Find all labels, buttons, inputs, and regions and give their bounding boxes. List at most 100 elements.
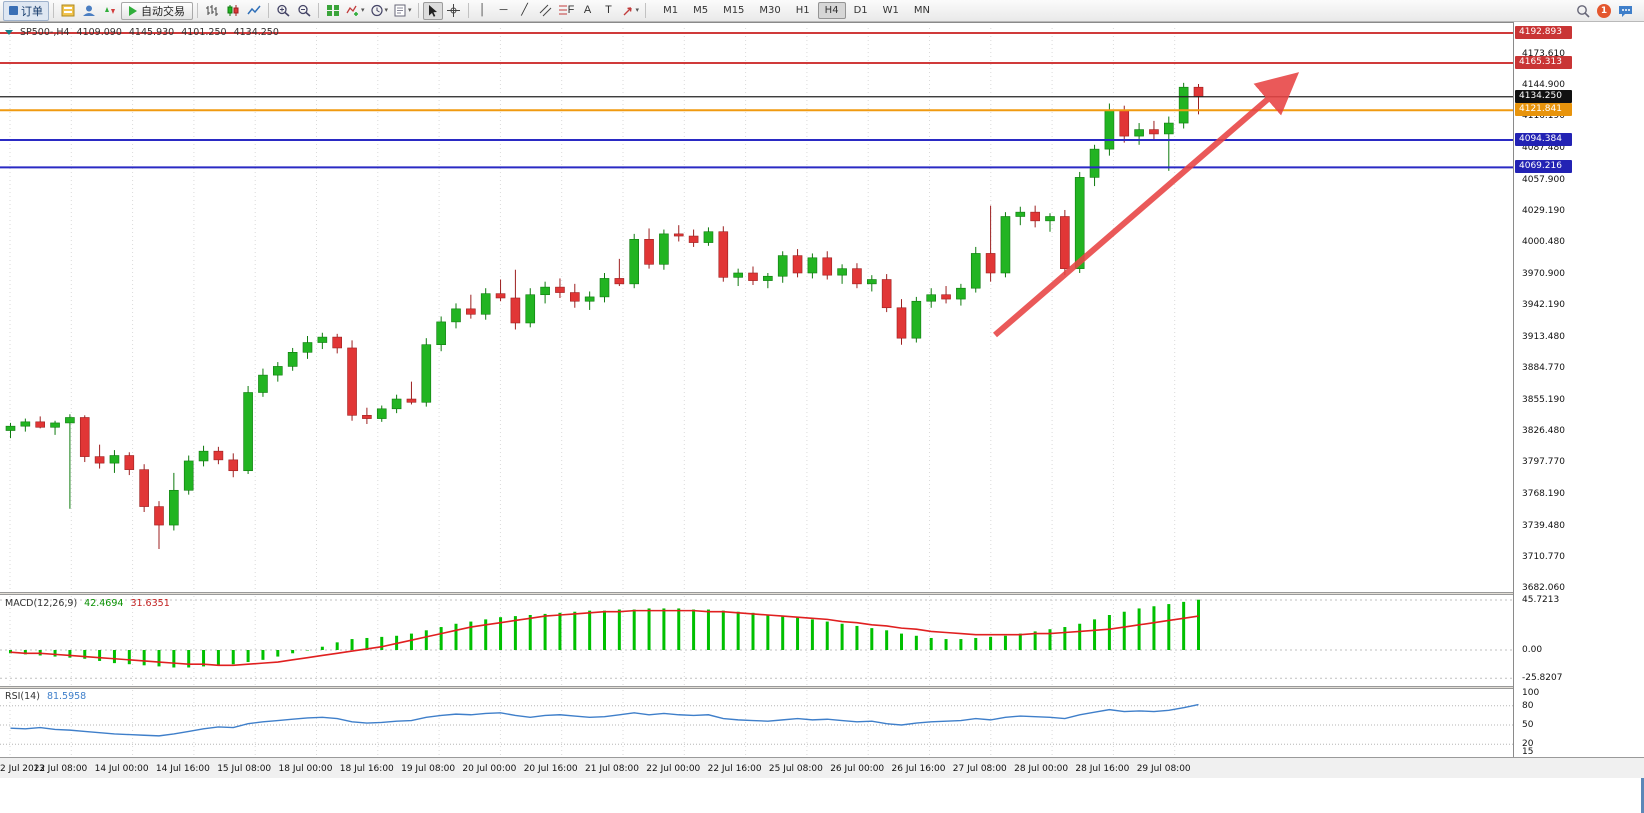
notification-badge[interactable]: 1 bbox=[1597, 3, 1611, 18]
time-label: 20 Jul 16:00 bbox=[523, 764, 578, 774]
label-tool-button[interactable]: T bbox=[599, 2, 619, 20]
text-tool-icon: A bbox=[583, 4, 592, 16]
pane-divider[interactable] bbox=[0, 592, 1644, 595]
axis-tick-label: 4144.900 bbox=[1522, 80, 1565, 91]
trendline-icon: ╱ bbox=[521, 4, 528, 16]
price-axis[interactable]: 4173.610 4144.900 4116.190 4087.480 4057.900… bbox=[1513, 22, 1644, 757]
axis-tick-label: 3913.480 bbox=[1522, 331, 1565, 342]
timeframe-m1[interactable]: M1 bbox=[656, 2, 685, 19]
axis-tick-label: 80 bbox=[1522, 700, 1534, 711]
time-label: 29 Jul 08:00 bbox=[1136, 764, 1191, 774]
price-badge: 4069.216 bbox=[1515, 160, 1572, 174]
tile-windows-button[interactable] bbox=[323, 2, 343, 20]
cursor-button[interactable] bbox=[422, 1, 443, 20]
time-label: 19 Jul 08:00 bbox=[401, 764, 456, 774]
orders-icon bbox=[9, 6, 18, 15]
macd-signal-value: 31.6351 bbox=[130, 598, 170, 609]
rsi-pane[interactable] bbox=[0, 689, 1513, 757]
toolbar-separator bbox=[318, 3, 319, 18]
arrows-tool-button[interactable]: ▾ bbox=[620, 2, 642, 20]
horizontal-line-button[interactable]: ─ bbox=[494, 2, 514, 20]
time-axis[interactable]: 2 Jul 2022 13 Jul 08:00 14 Jul 00:00 14 Jul… bbox=[0, 757, 1644, 778]
trendline-button[interactable]: ╱ bbox=[515, 2, 535, 20]
indicators-button[interactable]: ▾ bbox=[344, 2, 367, 20]
high-value: 4145.930 bbox=[128, 27, 175, 38]
candle-chart-button[interactable] bbox=[223, 2, 243, 20]
toolbar: 订单 自动交易 bbox=[0, 0, 1644, 22]
symbol-period: SP500-,H4 bbox=[20, 27, 70, 38]
ohlc-header: SP500-,H4 4109.090 4145.930 4101.250 413… bbox=[5, 27, 279, 38]
new-order-button[interactable] bbox=[58, 2, 78, 20]
crosshair-button[interactable] bbox=[444, 2, 464, 20]
timeframe-m30[interactable]: M30 bbox=[752, 2, 787, 19]
fibonacci-lines-icon bbox=[558, 5, 567, 15]
cursor-icon bbox=[428, 5, 437, 17]
fibonacci-button[interactable]: F bbox=[557, 2, 577, 20]
axis-tick-label: 4057.900 bbox=[1522, 174, 1565, 185]
dropdown-caret-icon: ▾ bbox=[361, 7, 365, 14]
time-label: 14 Jul 00:00 bbox=[94, 764, 149, 774]
chat-button[interactable] bbox=[1615, 2, 1635, 20]
axis-tick-label: 3884.770 bbox=[1522, 362, 1565, 373]
pane-divider[interactable] bbox=[0, 686, 1644, 689]
fibonacci-label: F bbox=[567, 4, 575, 16]
clock-icon bbox=[370, 4, 383, 17]
crosshair-icon bbox=[447, 4, 461, 17]
timeframe-m5[interactable]: M5 bbox=[686, 2, 715, 19]
axis-tick-label: -25.8207 bbox=[1522, 673, 1563, 684]
time-label: 18 Jul 16:00 bbox=[339, 764, 394, 774]
zoom-out-icon bbox=[298, 4, 311, 17]
toolbar-separator bbox=[268, 3, 269, 18]
macd-pane[interactable] bbox=[0, 595, 1513, 686]
market-watch-icon bbox=[105, 7, 115, 14]
timeframe-h4[interactable]: H4 bbox=[817, 2, 846, 19]
channel-button[interactable] bbox=[536, 2, 556, 20]
market-watch-button[interactable] bbox=[100, 2, 120, 20]
profiles-button[interactable] bbox=[79, 2, 99, 20]
time-label: 14 Jul 16:00 bbox=[155, 764, 210, 774]
zoom-out-button[interactable] bbox=[294, 2, 314, 20]
template-icon bbox=[394, 4, 406, 17]
price-badge: 4134.250 bbox=[1515, 89, 1572, 103]
time-label: 26 Jul 00:00 bbox=[830, 764, 885, 774]
channel-icon bbox=[539, 4, 552, 17]
timeframe-d1[interactable]: D1 bbox=[847, 2, 875, 19]
time-label: 28 Jul 00:00 bbox=[1014, 764, 1069, 774]
autotrade-label: 自动交易 bbox=[141, 5, 185, 18]
axis-tick-label: 3826.480 bbox=[1522, 426, 1565, 437]
chat-icon bbox=[1618, 5, 1632, 17]
timeframe-mn[interactable]: MN bbox=[907, 2, 937, 19]
bar-chart-button[interactable] bbox=[202, 2, 222, 20]
axis-tick-label: 3855.190 bbox=[1522, 394, 1565, 405]
search-button[interactable] bbox=[1573, 2, 1593, 20]
dropdown-caret-icon: ▾ bbox=[384, 7, 389, 14]
arrow-tool-icon bbox=[623, 7, 632, 16]
axis-tick-label: 4029.190 bbox=[1522, 205, 1565, 216]
time-label: 20 Jul 00:00 bbox=[462, 764, 517, 774]
play-icon bbox=[129, 5, 137, 16]
macd-header: MACD(12,26,9) 42.4694 31.6351 bbox=[5, 598, 170, 609]
price-badge: 4121.841 bbox=[1515, 103, 1572, 117]
axis-tick-label: 0.00 bbox=[1522, 645, 1543, 655]
orders-tab[interactable]: 订单 bbox=[3, 0, 49, 21]
timeframe-m15[interactable]: M15 bbox=[716, 2, 751, 19]
macd-label: MACD(12,26,9) bbox=[5, 598, 78, 609]
line-chart-button[interactable] bbox=[244, 2, 264, 20]
autotrade-button[interactable]: 自动交易 bbox=[121, 1, 193, 20]
main-chart-pane[interactable] bbox=[0, 22, 1513, 593]
axis-tick-label: 4087.480 bbox=[1522, 142, 1565, 153]
macd-main-value: 42.4694 bbox=[84, 598, 124, 609]
timeframe-h1[interactable]: H1 bbox=[789, 2, 817, 19]
symbol-marker-icon bbox=[5, 30, 13, 35]
price-badge: 4192.893 bbox=[1515, 26, 1572, 39]
time-label: 18 Jul 00:00 bbox=[278, 764, 333, 774]
timeframe-w1[interactable]: W1 bbox=[876, 2, 906, 19]
zoom-in-button[interactable] bbox=[273, 2, 293, 20]
text-tool-button[interactable]: A bbox=[578, 2, 598, 20]
templates-button[interactable]: ▾ bbox=[391, 2, 414, 20]
time-label: 22 Jul 00:00 bbox=[646, 764, 701, 774]
periods-button[interactable]: ▾ bbox=[368, 2, 391, 20]
vertical-line-button[interactable]: │ bbox=[473, 2, 493, 20]
axis-tick-label: 3768.190 bbox=[1522, 489, 1565, 500]
